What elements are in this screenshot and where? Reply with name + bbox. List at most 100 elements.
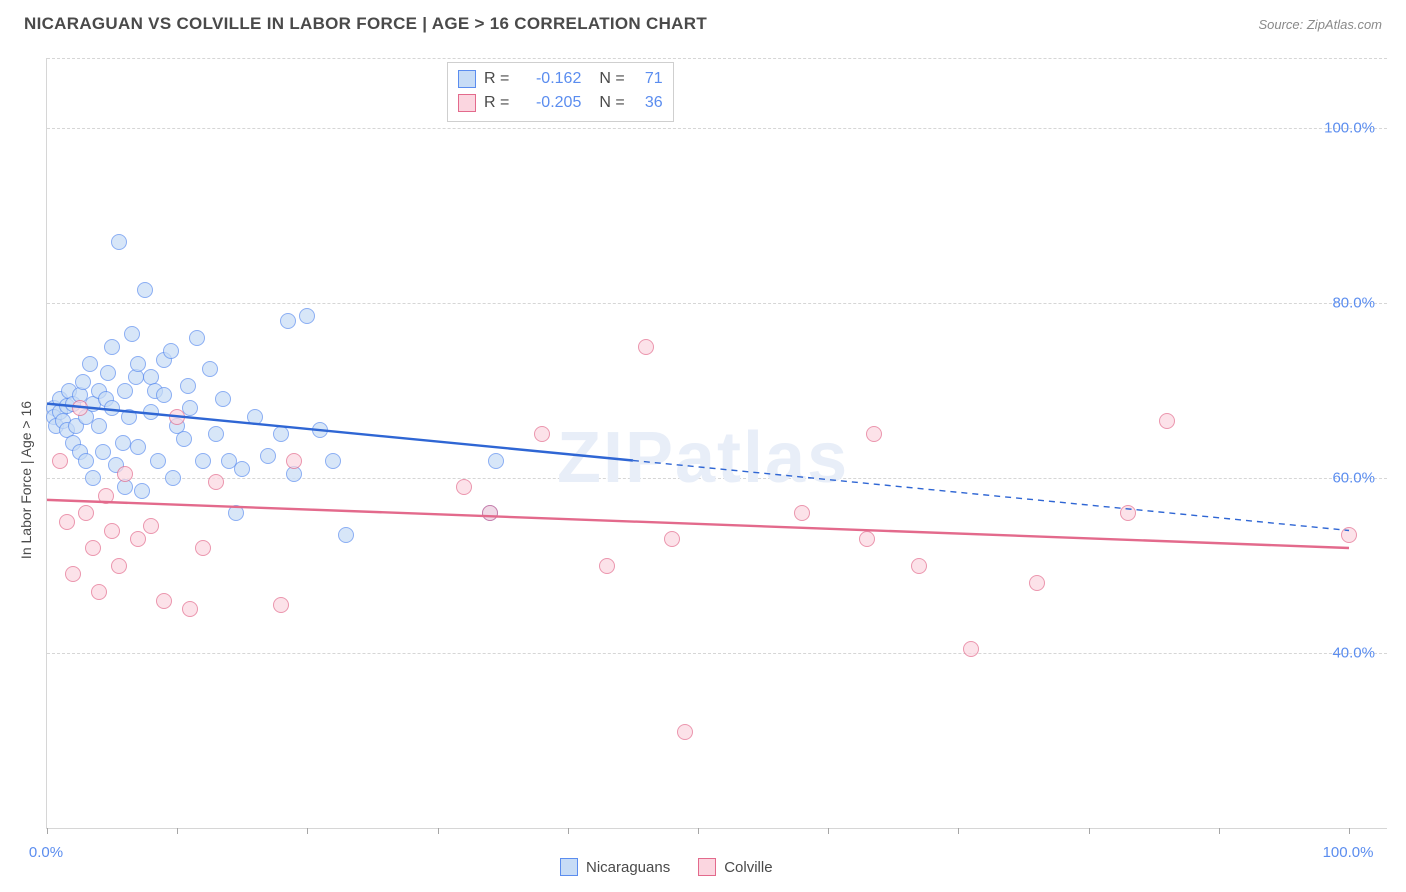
scatter-point (72, 400, 88, 416)
x-tick (1349, 828, 1350, 834)
stat-row: R =-0.205N =36 (458, 91, 663, 115)
scatter-point (91, 418, 107, 434)
y-tick-label: 40.0% (1332, 645, 1375, 662)
stat-n-value: 36 (633, 91, 663, 115)
scatter-point (137, 282, 153, 298)
trend-lines (47, 58, 1387, 828)
scatter-point (104, 339, 120, 355)
scatter-chart: 40.0%60.0%80.0%100.0%ZIPatlasR =-0.162N … (46, 58, 1387, 829)
stat-n-value: 71 (633, 67, 663, 91)
legend-label: Colville (724, 859, 772, 876)
scatter-point (1159, 413, 1175, 429)
scatter-point (163, 343, 179, 359)
x-tick (47, 828, 48, 834)
x-tick (698, 828, 699, 834)
scatter-point (91, 584, 107, 600)
legend: Nicaraguans Colville (560, 858, 773, 876)
x-tick (568, 828, 569, 834)
scatter-point (456, 479, 472, 495)
scatter-point (195, 453, 211, 469)
scatter-point (156, 387, 172, 403)
scatter-point (130, 356, 146, 372)
scatter-point (104, 523, 120, 539)
stat-swatch-icon (458, 94, 476, 112)
scatter-point (100, 365, 116, 381)
scatter-point (286, 453, 302, 469)
header: NICARAGUAN VS COLVILLE IN LABOR FORCE | … (0, 0, 1406, 44)
gridline (47, 303, 1387, 304)
scatter-point (134, 483, 150, 499)
chart-title: NICARAGUAN VS COLVILLE IN LABOR FORCE | … (24, 14, 707, 34)
scatter-point (866, 426, 882, 442)
stat-row: R =-0.162N =71 (458, 67, 663, 91)
scatter-point (280, 313, 296, 329)
scatter-point (65, 566, 81, 582)
x-tick (958, 828, 959, 834)
legend-swatch-icon (698, 858, 716, 876)
source-attribution: Source: ZipAtlas.com (1258, 17, 1382, 32)
scatter-point (534, 426, 550, 442)
y-axis-label: In Labor Force | Age > 16 (18, 401, 34, 559)
watermark: ZIPatlas (557, 417, 849, 499)
scatter-point (165, 470, 181, 486)
scatter-point (115, 435, 131, 451)
scatter-point (208, 426, 224, 442)
x-tick (177, 828, 178, 834)
stats-box: R =-0.162N =71R =-0.205N =36 (447, 62, 674, 122)
scatter-point (260, 448, 276, 464)
scatter-point (195, 540, 211, 556)
scatter-point (52, 453, 68, 469)
legend-label: Nicaraguans (586, 859, 670, 876)
scatter-point (638, 339, 654, 355)
scatter-point (325, 453, 341, 469)
legend-item-nicaraguans: Nicaraguans (560, 858, 670, 876)
scatter-point (130, 531, 146, 547)
scatter-point (59, 514, 75, 530)
scatter-point (82, 356, 98, 372)
scatter-point (338, 527, 354, 543)
scatter-point (664, 531, 680, 547)
x-right-label: 100.0% (1323, 844, 1374, 861)
scatter-point (182, 601, 198, 617)
scatter-point (121, 409, 137, 425)
x-tick (438, 828, 439, 834)
scatter-point (247, 409, 263, 425)
scatter-point (85, 540, 101, 556)
gridline (47, 128, 1387, 129)
y-tick-label: 100.0% (1324, 120, 1375, 137)
scatter-point (488, 453, 504, 469)
scatter-point (599, 558, 615, 574)
scatter-point (124, 326, 140, 342)
scatter-point (215, 391, 231, 407)
scatter-point (95, 444, 111, 460)
gridline (47, 58, 1387, 59)
scatter-point (677, 724, 693, 740)
scatter-point (234, 461, 250, 477)
gridline (47, 478, 1387, 479)
x-tick (1089, 828, 1090, 834)
legend-swatch-icon (560, 858, 578, 876)
scatter-point (143, 518, 159, 534)
x-left-label: 0.0% (29, 844, 63, 861)
scatter-point (75, 374, 91, 390)
scatter-point (273, 597, 289, 613)
scatter-point (794, 505, 810, 521)
scatter-point (176, 431, 192, 447)
scatter-point (208, 474, 224, 490)
scatter-point (859, 531, 875, 547)
scatter-point (156, 593, 172, 609)
scatter-point (111, 558, 127, 574)
scatter-point (117, 383, 133, 399)
scatter-point (85, 470, 101, 486)
scatter-point (111, 234, 127, 250)
scatter-point (98, 488, 114, 504)
scatter-point (150, 453, 166, 469)
scatter-point (963, 641, 979, 657)
stat-r-value: -0.205 (517, 91, 581, 115)
scatter-point (117, 466, 133, 482)
stat-swatch-icon (458, 70, 476, 88)
scatter-point (130, 439, 146, 455)
scatter-point (78, 453, 94, 469)
scatter-point (911, 558, 927, 574)
scatter-point (169, 409, 185, 425)
